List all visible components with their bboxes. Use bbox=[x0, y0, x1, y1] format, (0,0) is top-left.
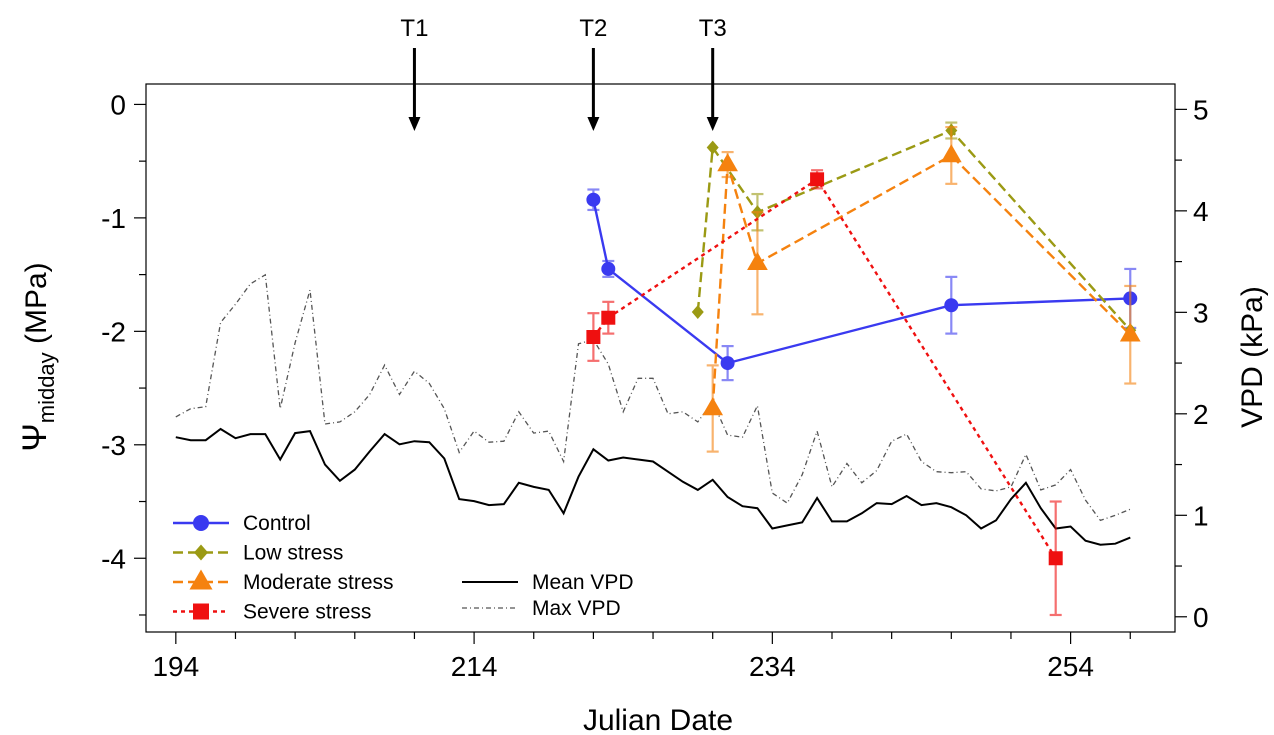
arrow-head bbox=[408, 117, 421, 131]
y2-tick-label: 3 bbox=[1193, 297, 1209, 328]
triangle-marker bbox=[1119, 323, 1141, 342]
arrow-head bbox=[706, 117, 719, 131]
series-control bbox=[586, 188, 1138, 382]
series-mean-vpd bbox=[175, 427, 1131, 546]
treatment-label: T3 bbox=[699, 15, 727, 42]
series-line bbox=[175, 273, 1131, 522]
legend-item-low-stress: Low stress bbox=[173, 542, 343, 565]
series-moderate-stress bbox=[702, 126, 1141, 453]
y-tick-label: -1 bbox=[101, 203, 126, 234]
treatment-marker-t1: T1 bbox=[400, 15, 428, 131]
x-tick-label-194: 194 bbox=[152, 651, 199, 682]
legend-label: Low stress bbox=[243, 542, 343, 565]
triangle-marker bbox=[747, 252, 768, 271]
series-severe-stress bbox=[586, 169, 1063, 617]
y-tick-label: -3 bbox=[101, 430, 126, 461]
series-line bbox=[592, 199, 1131, 365]
legend-item-control: Control bbox=[173, 512, 311, 535]
x-axis-label: Julian Date bbox=[583, 704, 733, 735]
treatment-marker-t3: T3 bbox=[699, 15, 727, 131]
plot-frame bbox=[145, 83, 1176, 633]
square-marker bbox=[193, 603, 209, 620]
y-axis-label-symbol: Ψ bbox=[16, 423, 54, 451]
vpd-layer bbox=[175, 273, 1131, 546]
circle-marker bbox=[586, 192, 601, 207]
series-line bbox=[711, 154, 1132, 409]
diamond-marker bbox=[691, 305, 704, 319]
legend-item-severe-stress: Severe stress bbox=[173, 601, 371, 624]
series-line bbox=[175, 427, 1131, 546]
legend-label: Max VPD bbox=[532, 597, 621, 620]
legend-label: Severe stress bbox=[243, 601, 371, 624]
circle-marker bbox=[601, 261, 616, 276]
circle-marker bbox=[193, 515, 209, 531]
y2-tick-label: 1 bbox=[1193, 500, 1209, 531]
legend-item-moderate-stress: Moderate stress bbox=[173, 569, 394, 594]
y-axis-label-subscript: midday bbox=[34, 352, 59, 423]
treatment-label: T2 bbox=[579, 15, 607, 42]
y-tick-label: 0 bbox=[110, 89, 126, 120]
triangle-marker bbox=[717, 153, 738, 172]
circle-marker bbox=[720, 356, 735, 371]
annotation-layer: T1 T2 T3 bbox=[400, 15, 727, 131]
legend-label: Moderate stress bbox=[243, 571, 394, 594]
treatment-marker-t2: T2 bbox=[579, 15, 607, 131]
triangle-marker bbox=[940, 144, 962, 163]
triangle-marker bbox=[702, 397, 724, 416]
diamond-marker bbox=[194, 544, 208, 561]
x-tick-label-254: 254 bbox=[1047, 651, 1094, 682]
legend: Control Low stress Moderate stress Severe s… bbox=[173, 512, 634, 624]
triangle-marker bbox=[189, 569, 213, 590]
legend-item-mean-vpd: Mean VPD bbox=[462, 571, 634, 594]
y-axis-label-unit: (MPa) bbox=[20, 262, 53, 352]
y2-tick-label: 0 bbox=[1193, 602, 1209, 633]
series-max-vpd bbox=[175, 273, 1131, 522]
legend-label: Mean VPD bbox=[532, 571, 634, 594]
square-marker bbox=[810, 172, 825, 187]
square-marker bbox=[601, 310, 616, 325]
legend-label: Control bbox=[243, 512, 311, 535]
series-line bbox=[592, 177, 1057, 559]
y2-tick-label: 2 bbox=[1193, 399, 1209, 430]
y-axis-label: Ψmidday (MPa) bbox=[16, 262, 59, 451]
data-layer bbox=[586, 121, 1141, 617]
circle-marker bbox=[944, 298, 959, 313]
x-tick-label-214: 214 bbox=[451, 651, 498, 682]
y-tick-label: -2 bbox=[101, 316, 126, 347]
square-marker bbox=[586, 330, 601, 345]
y2-tick-label: 5 bbox=[1193, 94, 1209, 125]
axis-labels: Julian Date VPD (kPa) Ψmidday (MPa) bbox=[16, 262, 1269, 735]
legend-item-max-vpd: Max VPD bbox=[462, 597, 621, 620]
diamond-marker bbox=[706, 140, 719, 155]
y2-tick-label: 4 bbox=[1193, 196, 1209, 227]
y-tick-label: -4 bbox=[101, 543, 126, 574]
arrow-head bbox=[587, 117, 600, 131]
square-marker bbox=[1048, 551, 1063, 566]
plot-area-border bbox=[145, 83, 1176, 633]
y2-axis-label: VPD (kPa) bbox=[1236, 286, 1269, 428]
x-tick-label-234: 234 bbox=[749, 651, 796, 682]
treatment-label: T1 bbox=[400, 15, 428, 42]
